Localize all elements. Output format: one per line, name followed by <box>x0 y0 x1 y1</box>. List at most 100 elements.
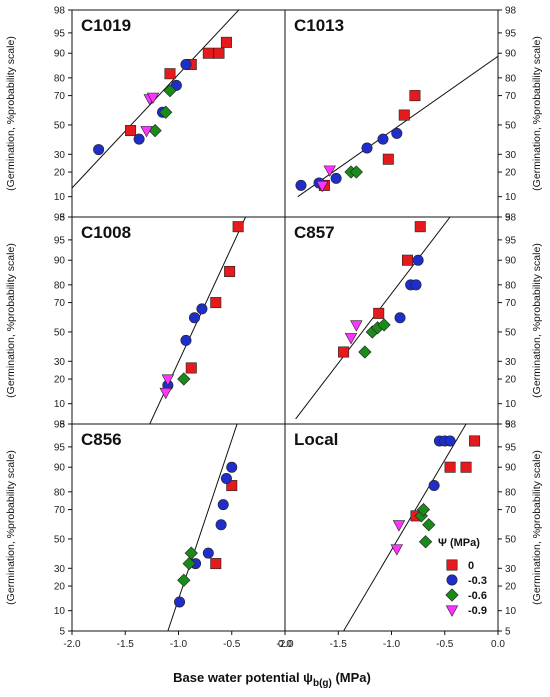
x-tick-label: -1.5 <box>330 639 348 650</box>
data-point <box>188 312 200 324</box>
data-point <box>398 109 410 121</box>
data-point <box>382 153 394 165</box>
y-tick-label: 80 <box>505 487 517 498</box>
panel-title: C1013 <box>294 16 344 35</box>
data-point <box>220 36 232 48</box>
panel-title: C1019 <box>81 16 131 35</box>
panel-plot-area <box>149 217 247 424</box>
data-point <box>361 142 373 154</box>
data-point <box>174 596 186 608</box>
fit-line <box>295 217 451 420</box>
panel-title: C856 <box>81 430 122 449</box>
fit-line <box>72 10 240 189</box>
panel-c1013: 5 10 20 30 50 70 80 90 95 98 C1013 <box>284 6 517 224</box>
y-tick-label: 20 <box>54 582 66 593</box>
y-tick-label: 95 <box>505 442 517 453</box>
panel-plot-area <box>343 424 481 631</box>
y-tick-label: 95 <box>505 28 517 39</box>
y-tick-label: 98 <box>54 213 66 224</box>
fit-line <box>343 424 467 631</box>
data-point <box>469 435 481 447</box>
data-point <box>202 547 214 559</box>
data-point <box>428 480 440 492</box>
panel-frame <box>284 423 499 632</box>
legend-label: -0.6 <box>468 590 487 602</box>
panel-plot-area <box>72 10 240 189</box>
data-point <box>323 165 336 177</box>
panel-c1008: 5 10 20 30 50 70 80 90 95 98 C1008 <box>54 213 286 431</box>
y-tick-label: 95 <box>54 28 66 39</box>
panel-frame <box>284 216 499 425</box>
x-tick-label: -0.5 <box>436 639 454 650</box>
data-point <box>330 172 342 184</box>
legend-marker <box>446 559 458 571</box>
legend-marker <box>445 588 459 602</box>
data-point <box>410 279 422 291</box>
legend-marker <box>445 605 459 617</box>
x-tick-label: -1.0 <box>170 639 188 650</box>
data-point <box>344 333 358 345</box>
y-tick-label: 70 <box>54 91 66 102</box>
y-tick-label: 70 <box>54 505 66 516</box>
y-tick-label: 80 <box>505 280 517 291</box>
data-point <box>163 84 177 98</box>
y-axis-title-right: (Germination, %probability scale) <box>531 243 543 398</box>
y-tick-label: 90 <box>505 463 517 474</box>
data-point <box>349 165 363 179</box>
data-point <box>220 472 232 484</box>
data-point <box>295 179 307 191</box>
y-axis-labels: (Germination, %probability scale) (Germin… <box>5 36 543 605</box>
y-tick-label: 20 <box>505 582 517 593</box>
legend-title: Ψ (MPa) <box>438 537 480 549</box>
panels: 5102030507080909598C10195102030507080909… <box>54 6 517 651</box>
data-point <box>401 254 413 266</box>
y-tick-label: 5 <box>505 420 511 431</box>
data-point <box>213 47 225 59</box>
data-point <box>416 502 431 517</box>
panel-plot-area <box>295 217 451 420</box>
data-point <box>316 180 329 193</box>
y-tick-label: 10 <box>505 606 517 617</box>
panel-title: C1008 <box>81 223 131 242</box>
y-tick-label: 20 <box>54 375 66 386</box>
data-point <box>180 58 192 70</box>
data-point <box>358 345 372 359</box>
data-point <box>182 556 196 571</box>
y-tick-label: 90 <box>505 49 517 60</box>
y-tick-label: 70 <box>505 298 517 309</box>
data-point <box>177 372 191 386</box>
data-point <box>412 254 424 266</box>
y-tick-label: 30 <box>54 150 66 161</box>
data-point <box>140 126 153 138</box>
data-point <box>146 92 160 105</box>
panel-title: Local <box>294 430 338 449</box>
y-tick-label: 30 <box>54 357 66 368</box>
y-tick-label: 95 <box>54 442 66 453</box>
legend: Ψ (MPa) 0 -0.3 -0.6 -0.9 <box>438 537 487 617</box>
y-tick-label: 5 <box>59 213 65 224</box>
y-tick-label: 30 <box>505 564 517 575</box>
y-tick-label: 50 <box>505 534 517 545</box>
data-point <box>350 320 363 332</box>
x-tick-label: -2.0 <box>276 639 294 650</box>
y-tick-label: 5 <box>59 627 65 638</box>
data-point <box>409 90 421 102</box>
data-point <box>202 47 214 59</box>
y-axis-title-left: (Germination, %probability scale) <box>5 36 17 191</box>
fit-line <box>297 55 498 198</box>
x-tick-label: -2.0 <box>63 639 81 650</box>
y-tick-label: 30 <box>505 357 517 368</box>
panel-title: C857 <box>294 223 335 242</box>
data-point <box>394 312 406 324</box>
x-axis-title-unit: (MPa) <box>332 670 371 685</box>
data-point <box>133 133 145 145</box>
data-point <box>226 480 238 492</box>
panel-frame <box>71 216 286 425</box>
y-axis-title-left: (Germination, %probability scale) <box>5 243 17 398</box>
legend-label: 0 <box>468 560 474 572</box>
data-point <box>232 221 244 233</box>
data-point <box>422 518 436 532</box>
data-point <box>391 127 403 139</box>
data-point <box>444 435 456 447</box>
